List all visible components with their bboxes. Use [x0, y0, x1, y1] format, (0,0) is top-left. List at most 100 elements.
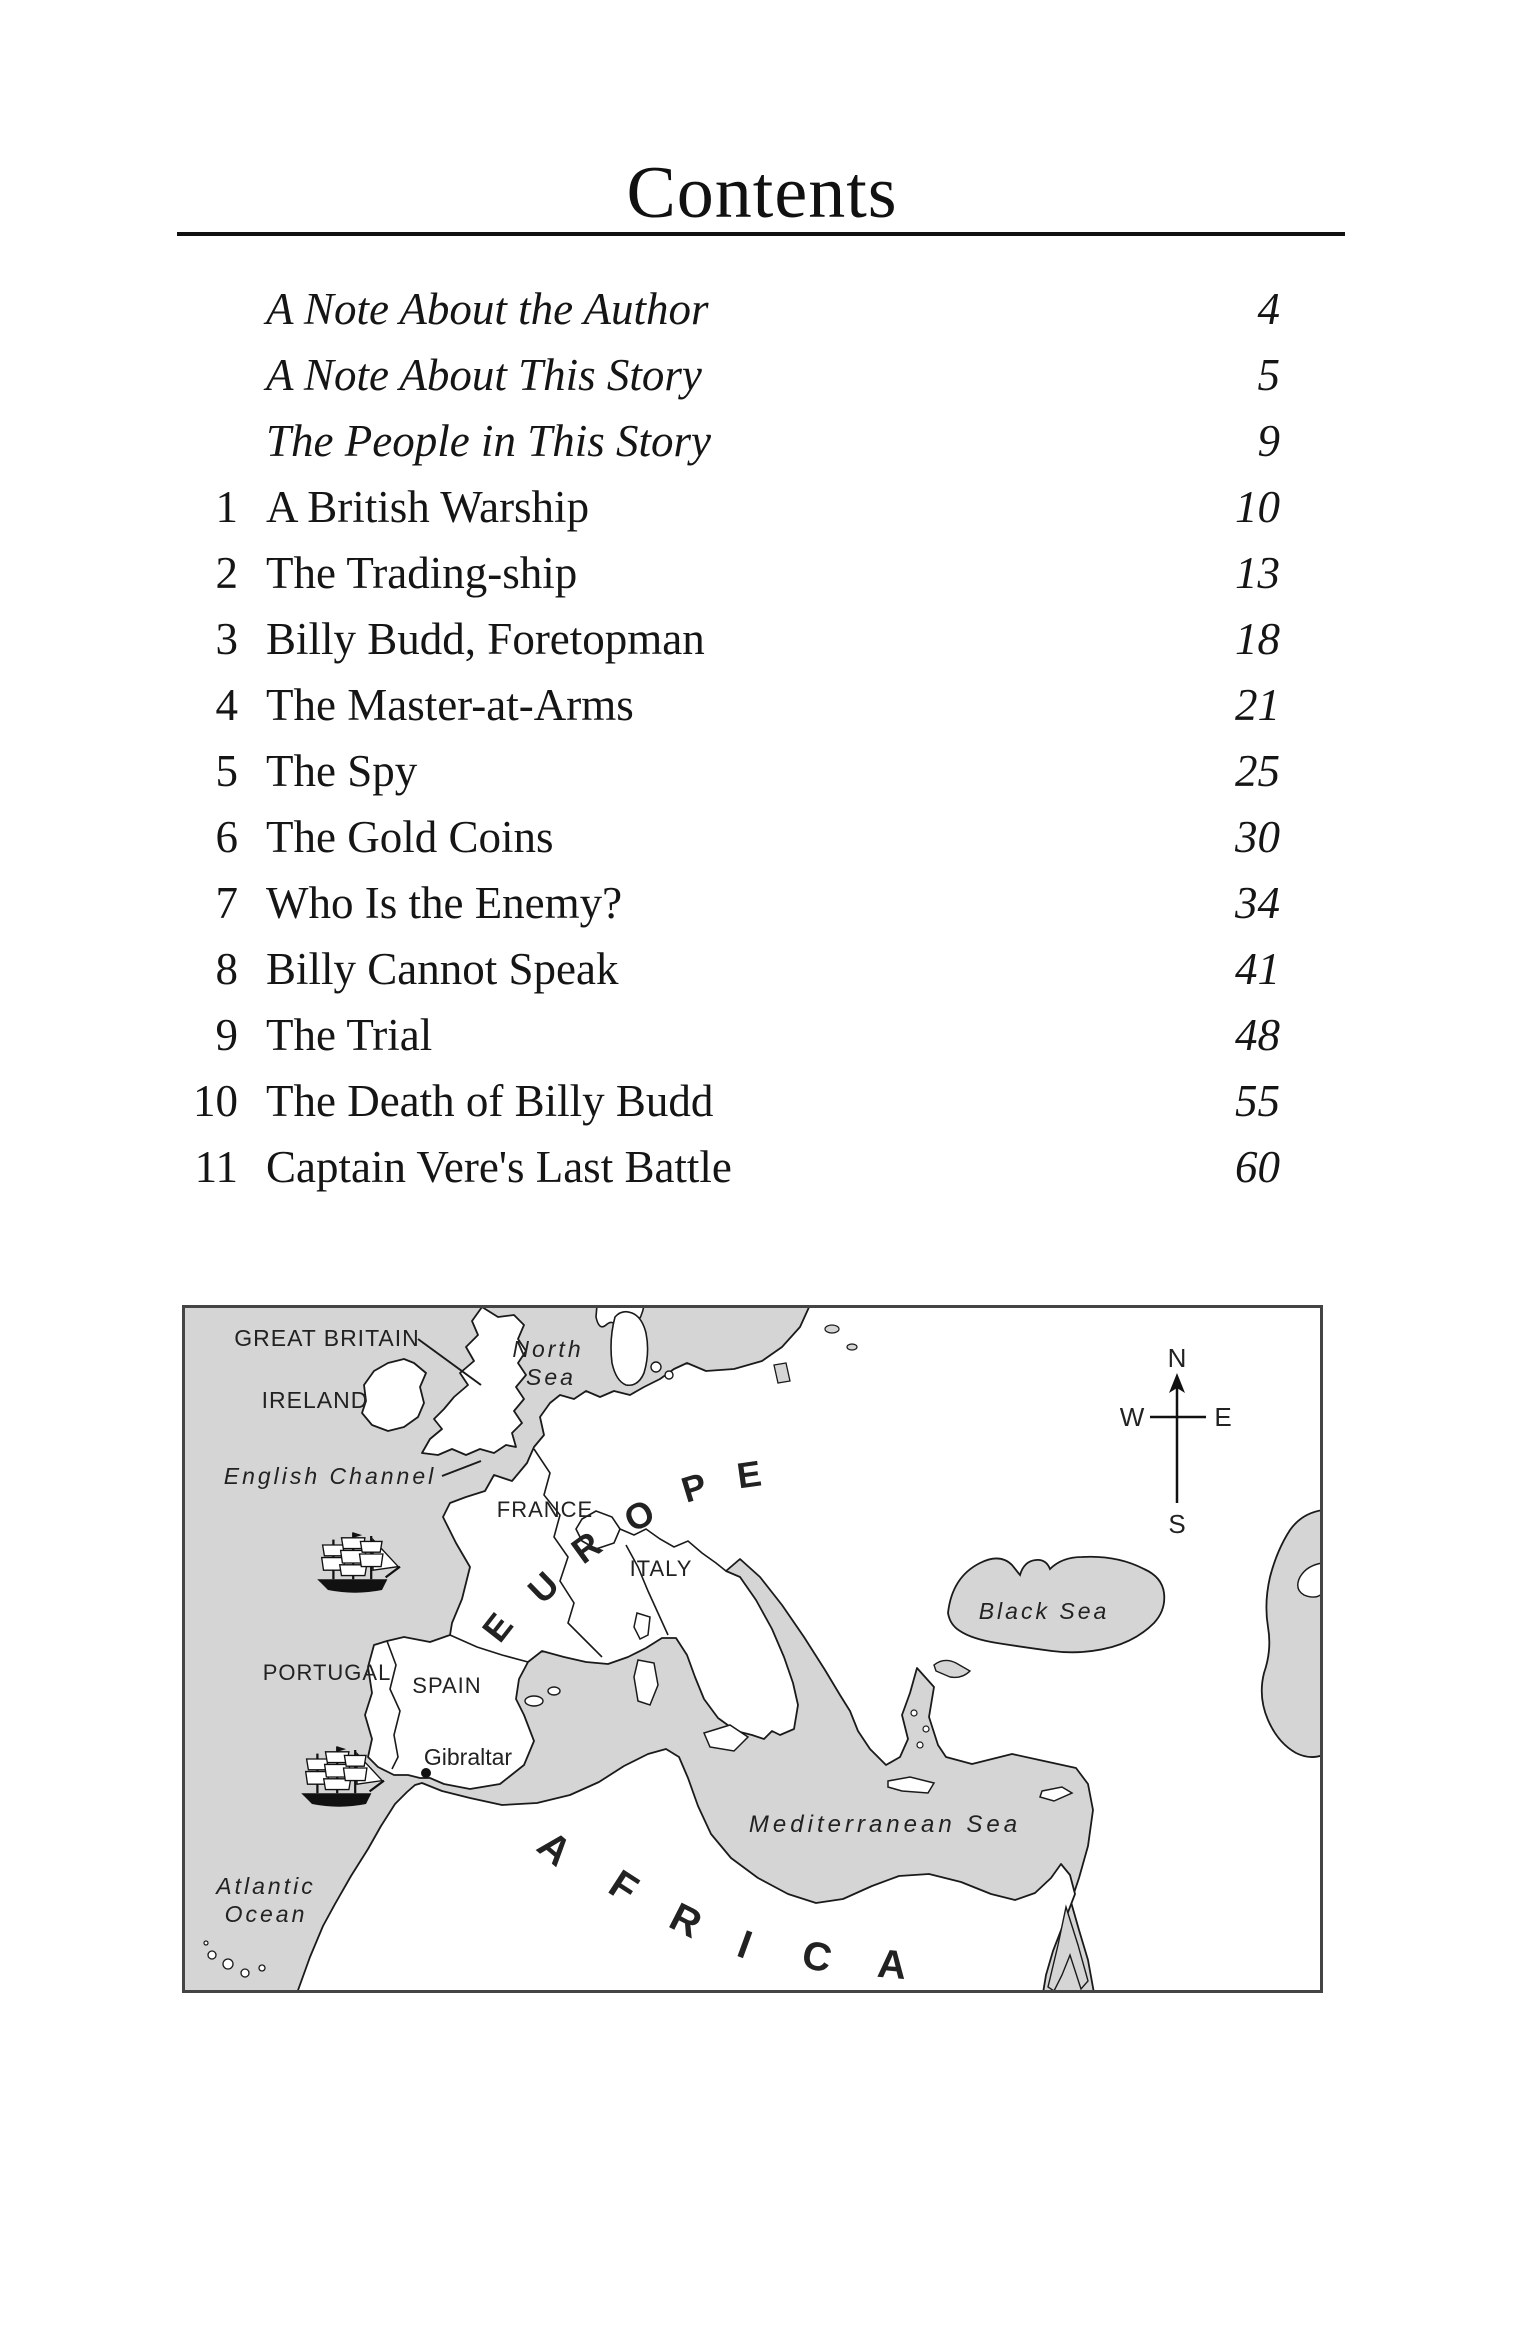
chapter-number: 1 — [215, 482, 239, 532]
gibraltar-marker — [421, 1768, 431, 1778]
compass-rose: N W E S — [1120, 1343, 1232, 1539]
canary-island — [222, 1958, 234, 1970]
great-britain-leader-line — [417, 1338, 482, 1386]
chapter-title: The Master-at-Arms — [266, 680, 634, 730]
chapter-title: The Trading-ship — [266, 548, 578, 598]
toc-row: A Note About the Author 4 — [177, 276, 1280, 342]
toc-row: 5 The Spy 25 — [177, 738, 1281, 804]
toc-row: 7 Who Is the Enemy? 34 — [177, 870, 1281, 936]
chapter-title: Who Is the Enemy? — [266, 878, 623, 928]
chapter-title: Billy Budd, Foretopman — [266, 614, 705, 664]
africa-letter-6: A — [876, 1942, 909, 1988]
spain-label: SPAIN — [412, 1673, 481, 1698]
chapter-page-number: 30 — [1235, 812, 1280, 862]
sicily-island — [702, 1724, 750, 1752]
italy-label: ITALY — [630, 1556, 693, 1581]
toc-row: 3 Billy Budd, Foretopman 18 — [177, 606, 1281, 672]
chapter-page-number: 13 — [1235, 548, 1280, 598]
gibraltar-label: Gibraltar — [424, 1744, 513, 1770]
corsica-island — [633, 1612, 651, 1641]
toc-row: The People in This Story 9 — [177, 408, 1280, 474]
black-sea-label: Black Sea — [979, 1598, 1110, 1624]
border-switzerland — [575, 1510, 621, 1550]
chapter-title: The People in This Story — [266, 416, 711, 466]
chapter-number: 9 — [215, 1010, 239, 1060]
compass-n-label: N — [1168, 1343, 1187, 1373]
chapter-page-number: 34 — [1235, 878, 1280, 928]
chapter-number: 2 — [215, 548, 239, 598]
border-france-italy — [625, 1544, 669, 1636]
danish-island — [650, 1361, 662, 1373]
border-france-east — [533, 1448, 603, 1658]
english-channel-leader-line — [441, 1460, 482, 1477]
mediterranean-sea-label: Mediterranean Sea — [749, 1811, 1021, 1838]
chapter-page-number: 60 — [1235, 1142, 1280, 1192]
black-sea-shape — [947, 1555, 1166, 1654]
chapter-number: 10 — [193, 1076, 238, 1126]
chapter-title: The Spy — [266, 746, 418, 796]
toc-row: 4 The Master-at-Arms 21 — [177, 672, 1281, 738]
chapter-page-number: 18 — [1235, 614, 1280, 664]
english-channel-label: English Channel — [224, 1463, 437, 1489]
europe-mainland — [364, 1304, 1324, 1994]
chapter-title: Billy Cannot Speak — [266, 944, 619, 994]
chapter-page-number: 41 — [1235, 944, 1280, 994]
toc-row: 8 Billy Cannot Speak 41 — [177, 936, 1281, 1002]
danish-island — [664, 1370, 674, 1380]
title-rule — [177, 232, 1345, 236]
toc-row: 10 The Death of Billy Budd 55 — [177, 1068, 1280, 1134]
map-border — [182, 1305, 1323, 1993]
chapter-number: 4 — [215, 680, 239, 730]
toc-list: A Note About the Author 4 A Note About Thi… — [177, 276, 1280, 1200]
lake — [846, 1343, 858, 1351]
cyprus-island — [1039, 1786, 1074, 1802]
caspian-notch — [1297, 1562, 1324, 1598]
toc-row: 11 Captain Vere's Last Battle 60 — [177, 1134, 1280, 1200]
aegean-island — [922, 1725, 930, 1733]
france-label: FRANCE — [497, 1497, 593, 1522]
canary-island — [240, 1968, 250, 1978]
page-title: Contents — [626, 152, 898, 234]
chapter-page-number: 4 — [1257, 284, 1281, 334]
toc-row: 1 A British Warship 10 — [177, 474, 1281, 540]
chapter-title: The Death of Billy Budd — [266, 1076, 714, 1126]
toc-row: 6 The Gold Coins 30 — [177, 804, 1281, 870]
border-pyrenees — [449, 1634, 529, 1663]
chapter-page-number: 10 — [1235, 482, 1280, 532]
chapter-page-number: 9 — [1257, 416, 1281, 466]
europe-letter-6: E — [734, 1453, 763, 1497]
north-sea-label-line1: North — [512, 1336, 583, 1362]
canary-island — [207, 1950, 217, 1960]
chapter-title: The Gold Coins — [266, 812, 554, 862]
bosphorus-strait — [933, 1659, 972, 1679]
chapter-page-number: 48 — [1235, 1010, 1280, 1060]
lake — [824, 1324, 840, 1334]
chapter-title: The Trial — [266, 1010, 433, 1060]
atlantic-ocean-label-line2: Ocean — [225, 1901, 308, 1927]
aegean-island — [910, 1709, 918, 1717]
ireland-label: IRELAND — [262, 1387, 369, 1413]
chapter-page-number: 25 — [1235, 746, 1280, 796]
border-italy-north — [619, 1528, 727, 1572]
toc-row: 2 The Trading-ship 13 — [177, 540, 1281, 606]
north-sea-label-line2: Sea — [526, 1364, 576, 1390]
crete-island — [887, 1776, 936, 1794]
africa-landmass — [296, 1748, 1076, 1994]
atlantic-ocean-label-line1: Atlantic — [214, 1873, 315, 1899]
chapter-number: 3 — [215, 614, 239, 664]
red-sea-shape — [1047, 1904, 1089, 1993]
chapter-title: A British Warship — [266, 482, 590, 532]
map-svg: GREAT BRITAIN IRELAND North Sea English … — [182, 1304, 1324, 1994]
compass-w-label: W — [1120, 1402, 1145, 1432]
toc-row: A Note About This Story 5 — [177, 342, 1280, 408]
chapter-page-number: 55 — [1235, 1076, 1280, 1126]
baltic-inlet — [773, 1362, 791, 1384]
chapter-title: Captain Vere's Last Battle — [266, 1142, 732, 1192]
chapter-number: 5 — [215, 746, 239, 796]
canary-island — [258, 1964, 266, 1972]
aegean-island — [916, 1741, 924, 1749]
chapter-page-number: 21 — [1235, 680, 1280, 730]
compass-e-label: E — [1214, 1402, 1231, 1432]
chapter-number: 11 — [194, 1142, 238, 1192]
